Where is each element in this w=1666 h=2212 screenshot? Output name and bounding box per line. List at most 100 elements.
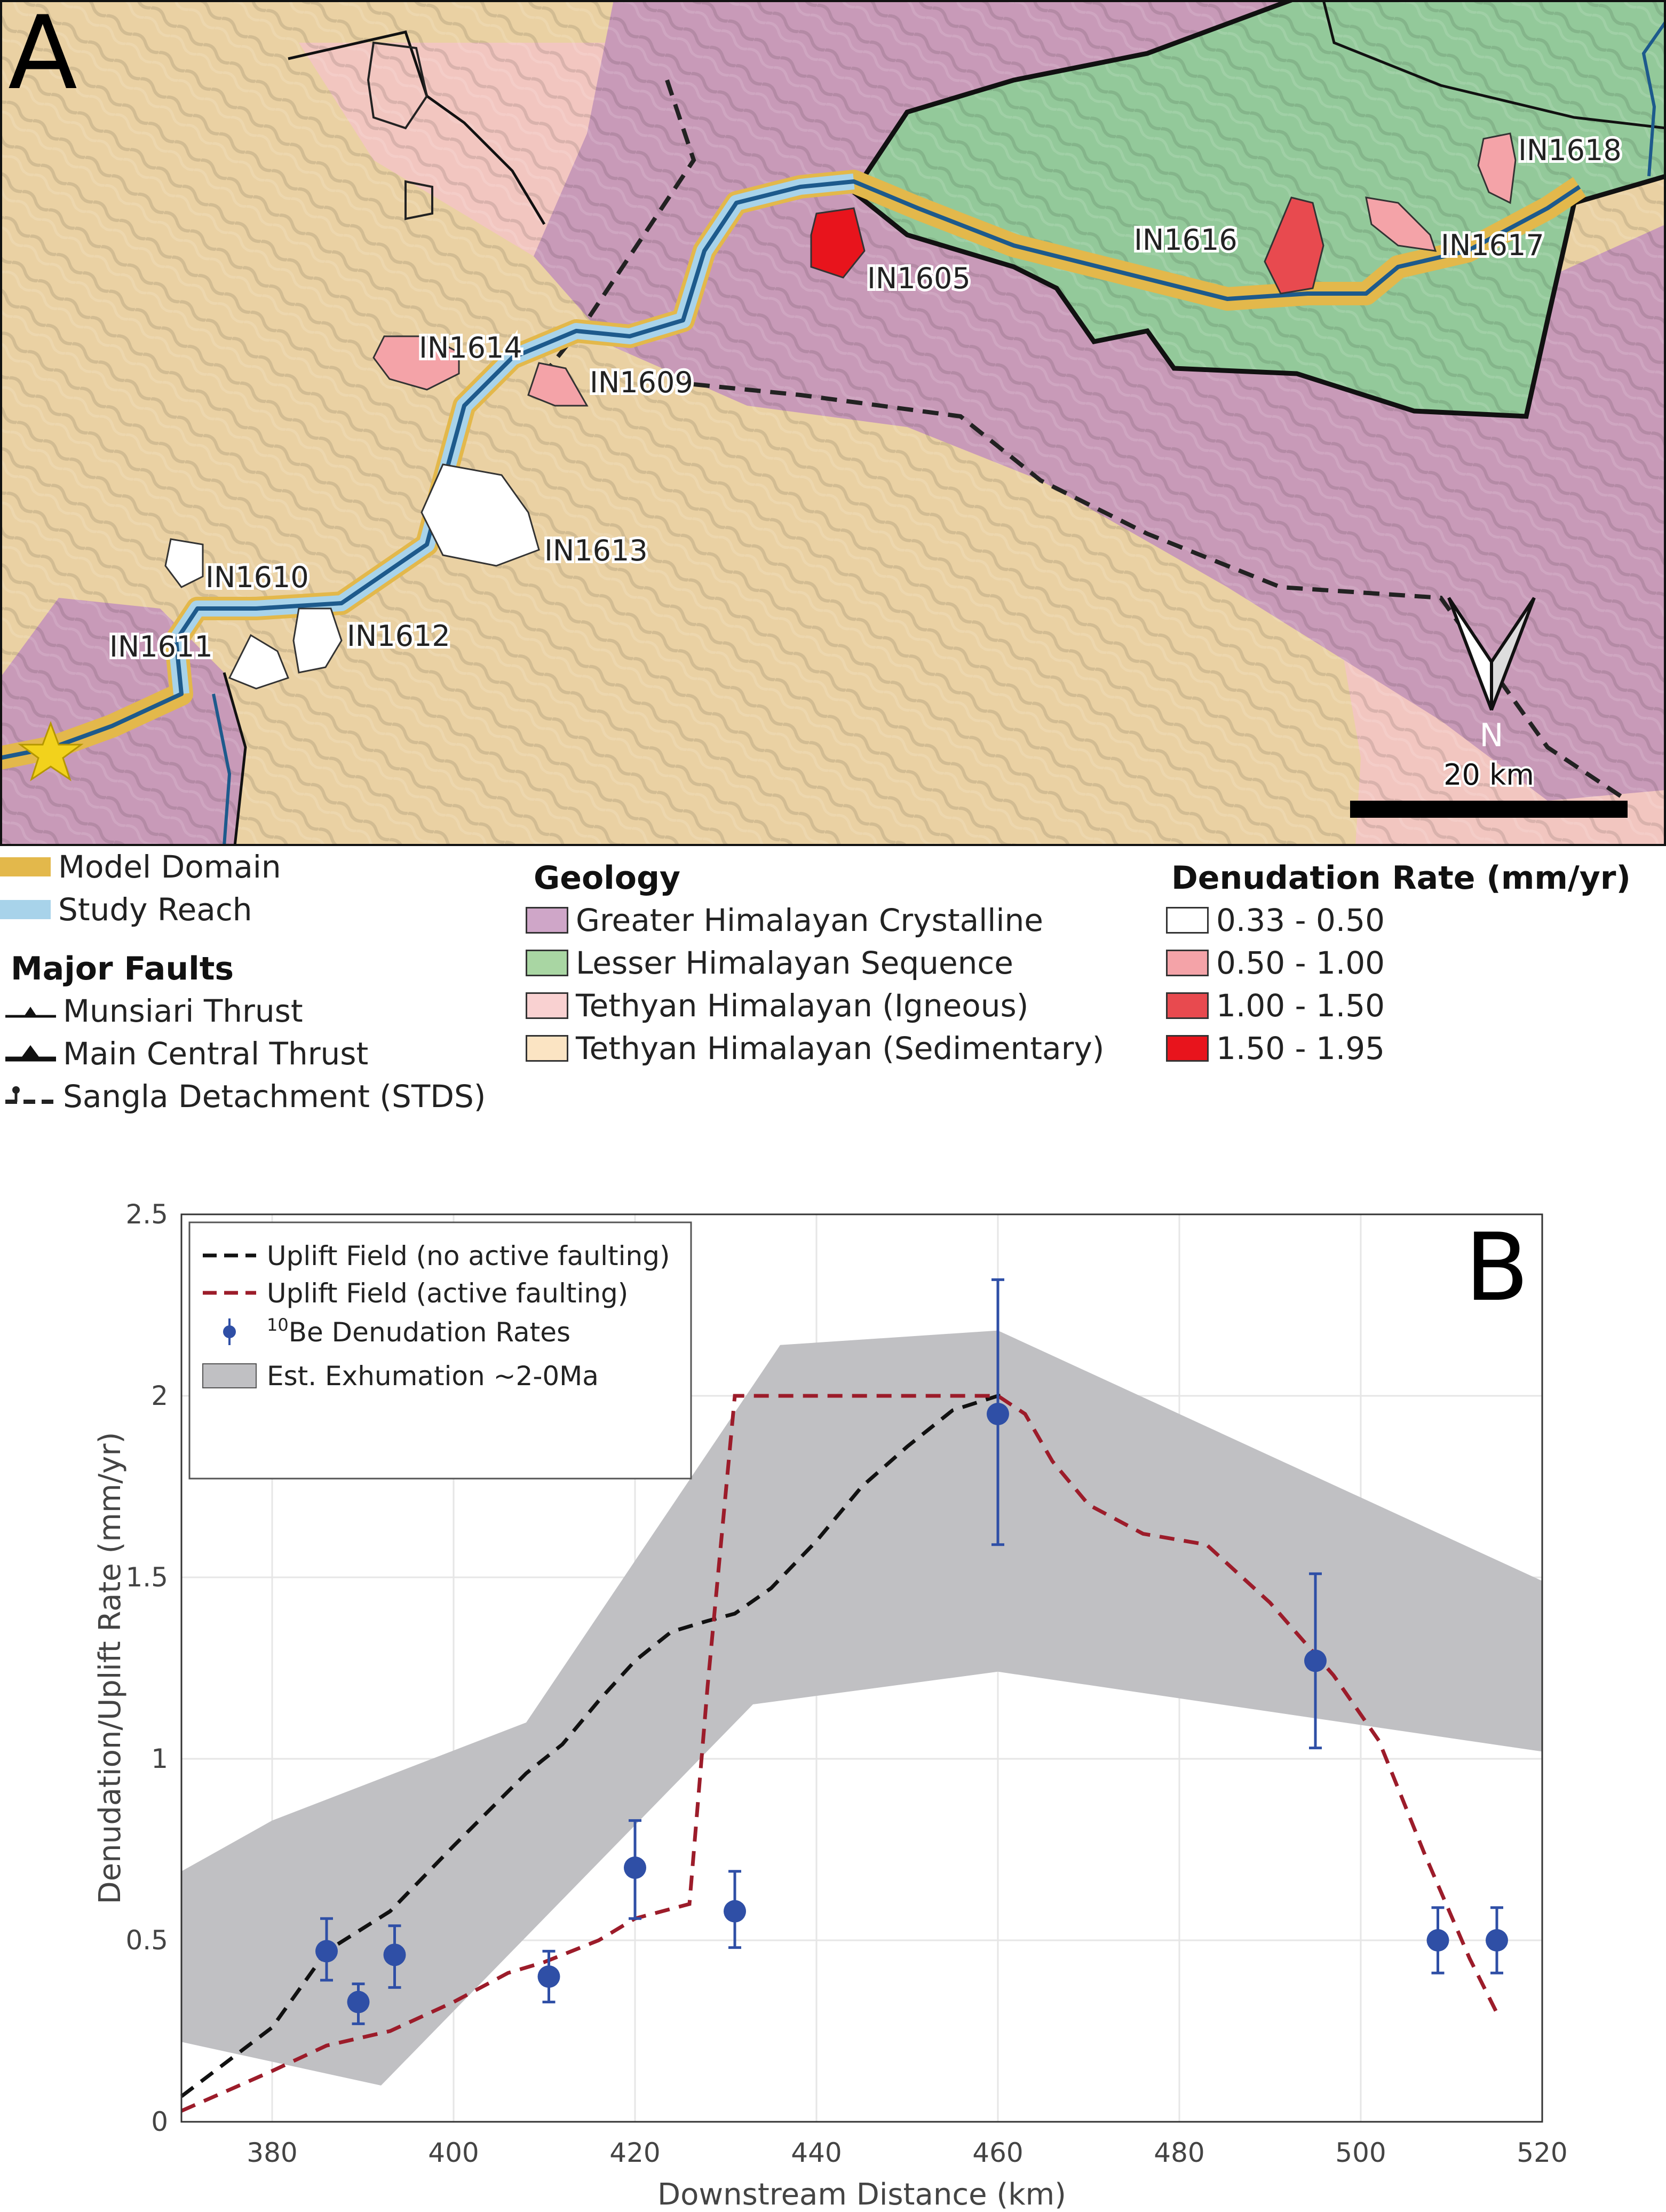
- main-central-thrust-icon: [5, 1045, 56, 1062]
- chart-legend-box: [188, 1221, 692, 1480]
- data-point: [624, 1819, 646, 1920]
- legend-geology-lhs: Lesser Himalayan Sequence: [526, 945, 1013, 981]
- denudation-title: Denudation Rate (mm/yr): [1171, 859, 1631, 897]
- point-marker: [315, 1940, 338, 1963]
- map-legend: Model Domain Study Reach Major Faults Mu…: [0, 849, 1666, 1137]
- geology-swatch-ghc: [526, 907, 568, 934]
- point-marker: [724, 1900, 746, 1923]
- geology-label-igneous: Tethyan Himalayan (Igneous): [576, 988, 1029, 1024]
- x-tick-label: 460: [972, 2137, 1023, 2168]
- exhumation-band: [181, 1330, 1542, 2085]
- legend-geology-ghc: Greater Himalayan Crystalline: [526, 902, 1043, 938]
- basin-in1614: [372, 335, 460, 391]
- map-frame: [0, 0, 1666, 846]
- river-line: [0, 179, 1581, 760]
- north-arrow-shade: [1490, 597, 1536, 711]
- geology-label-sedimentary: Tethyan Himalayan (Sedimentary): [576, 1030, 1105, 1066]
- denudation-label-1: 0.33 - 0.50: [1216, 902, 1385, 938]
- data-point: [537, 1949, 560, 2004]
- fault-label-stds: Sangla Detachment (STDS): [63, 1078, 486, 1115]
- point-marker: [1486, 1929, 1508, 1952]
- axis-ticks: 380 400 420 440 460 480 500 520 0 0.5 1 1.5 2 2.5: [125, 1199, 1567, 2168]
- fault-label-mct: Main Central Thrust: [63, 1036, 369, 1072]
- data-point: [315, 1917, 338, 1982]
- munsiari-thrust-icon: [5, 1007, 56, 1018]
- legend-label-no-active: Uplift Field (no active faulting): [267, 1241, 670, 1271]
- main-central-thrust-line: [852, 0, 1292, 194]
- basin-in1618: [1477, 132, 1517, 204]
- basin-in1609: [527, 362, 589, 407]
- tributary-line-ne: [1641, 20, 1666, 177]
- x-tick-label: 480: [1154, 2137, 1204, 2168]
- sangla-detachment-line-north: [542, 79, 696, 375]
- legend-study-reach-label: Study Reach: [58, 891, 252, 928]
- axes-box: [180, 1213, 1543, 2123]
- point-marker: [347, 1990, 370, 2013]
- point-marker: [1426, 1929, 1449, 1952]
- denudation-swatch-4: [1166, 1035, 1209, 1062]
- basin-label-in1610: IN1610: [205, 560, 309, 594]
- legend-geology-sedimentary: Tethyan Himalayan (Sedimentary): [526, 1030, 1104, 1066]
- series-line-no-active-faulting: [180, 1394, 1007, 2098]
- y-tick-label: 1: [151, 1743, 168, 1774]
- geology-title: Geology: [534, 859, 681, 897]
- point-marker: [1304, 1649, 1327, 1672]
- legend-model-domain: Model Domain: [0, 849, 281, 885]
- geologic-map: IN1618 IN1616 IN1617 IN1605 IN1614 IN160…: [0, 0, 1666, 847]
- legend-fault-munsiari: Munsiari Thrust: [5, 993, 303, 1029]
- legend-model-domain-label: Model Domain: [58, 849, 281, 885]
- sangla-detachment-line-south: [693, 382, 1629, 803]
- basin-in1610: [164, 538, 204, 588]
- basin-in1616: [1264, 196, 1324, 295]
- y-tick-label: 2: [151, 1380, 168, 1411]
- x-axis-label: Downstream Distance (km): [657, 2177, 1066, 2210]
- tributary-line: [212, 693, 232, 847]
- main-central-thrust-line-south: [852, 173, 1666, 419]
- basin-label-in1612: IN1612: [347, 619, 450, 653]
- panel-label-a: A: [8, 0, 77, 112]
- legend-geology-igneous: Tethyan Himalayan (Igneous): [526, 988, 1028, 1024]
- basin-label-in1617: IN1617: [1441, 228, 1544, 262]
- legend-be-text: Be Denudation Rates: [289, 1317, 570, 1348]
- legend-denudation-1: 0.33 - 0.50: [1166, 902, 1385, 938]
- basin-in1613: [421, 463, 540, 567]
- basin-label-in1613: IN1613: [544, 534, 648, 567]
- model-domain-swatch: [0, 857, 51, 876]
- geology-label-lhs: Lesser Himalayan Sequence: [576, 945, 1013, 981]
- study-reach-swatch: [0, 900, 51, 919]
- outlet-star-icon: [18, 721, 84, 781]
- basin-label-group: IN1618 IN1616 IN1617 IN1605 IN1614 IN160…: [107, 131, 1624, 666]
- basin-label-in1614: IN1614: [419, 331, 522, 365]
- y-tick-label: 0: [151, 2106, 168, 2137]
- geology-label-ghc: Greater Himalayan Crystalline: [576, 902, 1043, 938]
- legend-denudation-2: 0.50 - 1.00: [1166, 945, 1385, 981]
- y-tick-label: 1.5: [125, 1562, 168, 1593]
- legend-denudation-4: 1.50 - 1.95: [1166, 1030, 1385, 1066]
- geology-swatch-sedimentary: [526, 1035, 568, 1062]
- legend-label-be: 10Be Denudation Rates: [267, 1315, 570, 1348]
- point-marker: [537, 1965, 560, 1988]
- sangla-detachment-icon: [5, 1086, 56, 1104]
- y-axis-label: Denudation/Uplift Rate (mm/yr): [93, 1432, 128, 1905]
- data-point: [724, 1870, 746, 1949]
- basin-label-in1616: IN1616: [1134, 223, 1237, 257]
- geology-swatch-lhs: [526, 950, 568, 976]
- basin-label-in1611: IN1611: [109, 630, 213, 663]
- denudation-points: [315, 1278, 1508, 2025]
- geology-swatch-igneous: [526, 992, 568, 1019]
- legend-swatch-exhumation: [202, 1363, 257, 1388]
- point-marker: [624, 1856, 646, 1879]
- denudation-label-3: 1.00 - 1.50: [1216, 988, 1385, 1024]
- series-line-active-faulting: [180, 1394, 1499, 2113]
- x-tick-label: 380: [247, 2137, 297, 2168]
- legend-faults-title: Major Faults: [11, 950, 234, 988]
- panel-b-chart: 380 400 420 440 460 480 500 520 0 0.5 1 1.5 2 2.5 Dow…: [0, 1158, 1666, 2212]
- faults-title: Major Faults: [11, 950, 234, 988]
- chart-legend: Uplift Field (no active faulting) Uplift…: [188, 1221, 692, 1480]
- basin-label-in1618: IN1618: [1518, 133, 1622, 167]
- point-marker: [987, 1403, 1009, 1425]
- x-tick-label: 500: [1335, 2137, 1386, 2168]
- legend-swatch-point: [223, 1325, 236, 1338]
- data-point: [987, 1278, 1009, 1546]
- denudation-swatch-3: [1166, 992, 1209, 1019]
